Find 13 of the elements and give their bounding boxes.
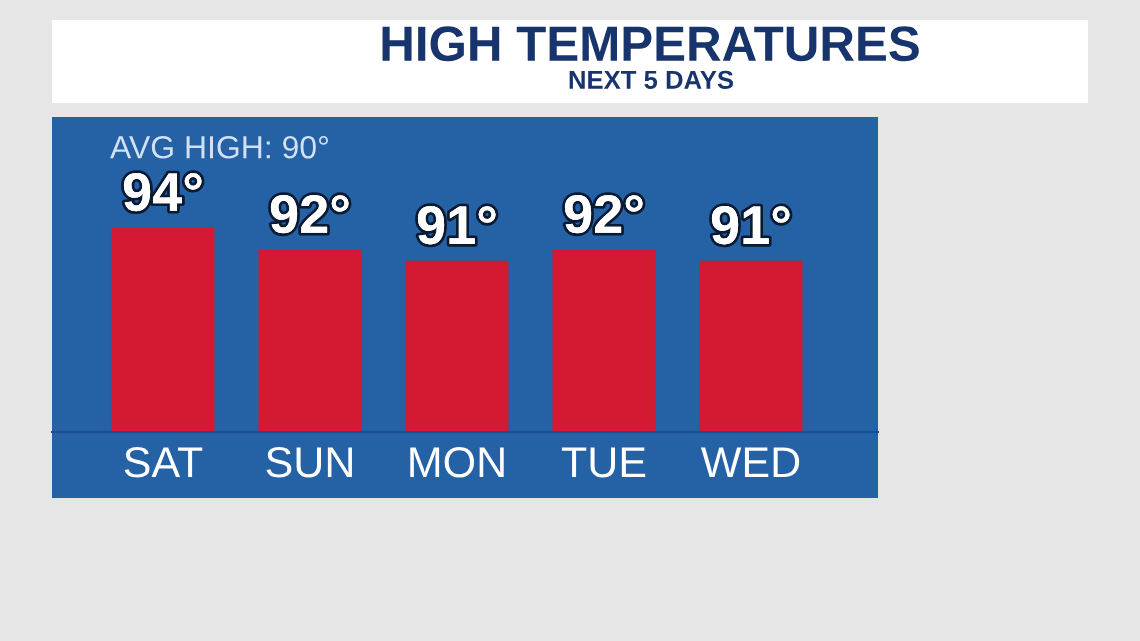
- data-label: 92°: [270, 195, 349, 234]
- x-tick-label: SAT: [124, 447, 203, 478]
- x-tick-label: WED: [700, 447, 800, 478]
- chart-title: HIGH TEMPERATURES: [382, 26, 919, 62]
- data-label: 91°: [417, 206, 496, 245]
- data-label: 94°: [123, 172, 202, 212]
- x-tick-label: MON: [410, 447, 504, 478]
- data-label: 91°: [711, 206, 790, 245]
- x-tick-label: SUN: [266, 447, 352, 478]
- annotation: AVG HIGH: 90°: [110, 135, 328, 159]
- x-tick-label: TUE: [561, 447, 646, 478]
- chart-subtitle: NEXT 5 DAYS: [569, 70, 734, 89]
- data-label: 92°: [564, 195, 643, 234]
